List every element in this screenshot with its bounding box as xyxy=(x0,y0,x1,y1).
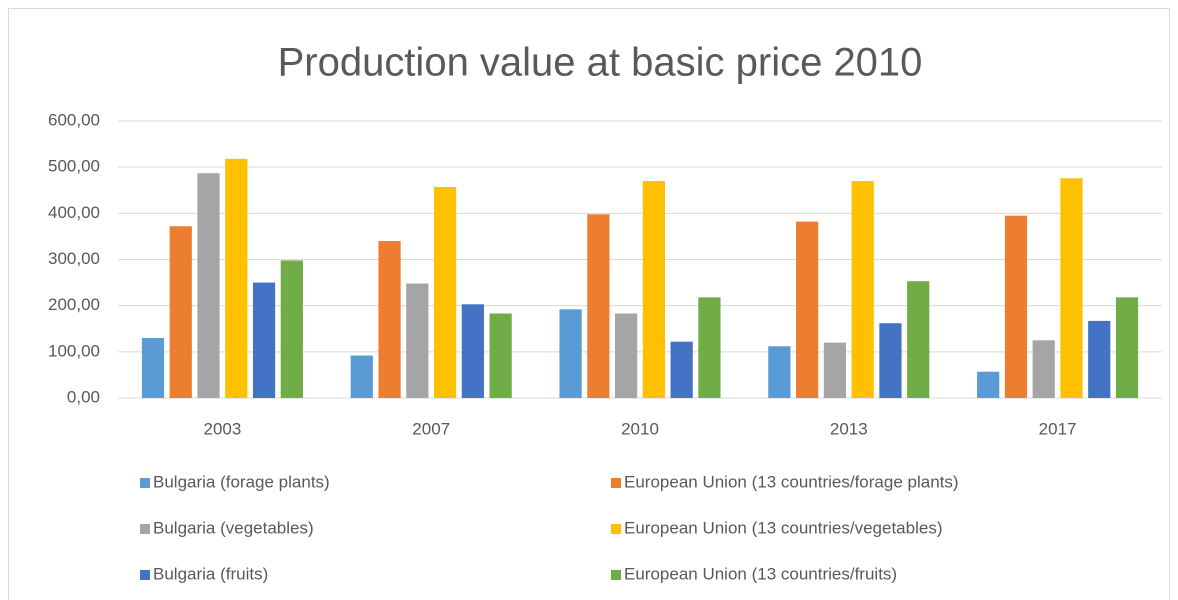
y-tick-label: 500,00 xyxy=(48,157,100,176)
bar xyxy=(796,221,819,398)
legend-swatch xyxy=(140,524,150,534)
bar xyxy=(461,304,484,398)
legend-label: European Union (13 countries/forage plan… xyxy=(624,472,959,491)
y-tick-label: 0,00 xyxy=(67,387,100,406)
x-tick-label: 2017 xyxy=(1039,419,1077,438)
y-tick-label: 200,00 xyxy=(48,295,100,314)
x-tick-label: 2003 xyxy=(203,419,241,438)
bar xyxy=(977,371,1000,398)
y-tick-label: 300,00 xyxy=(48,249,100,268)
y-tick-label: 400,00 xyxy=(48,203,100,222)
x-tick-label: 2013 xyxy=(830,419,868,438)
legend-swatch xyxy=(140,478,150,488)
legend-label: Bulgaria (forage plants) xyxy=(153,472,330,491)
bar xyxy=(587,214,610,398)
bar xyxy=(1060,178,1083,398)
legend-label: Bulgaria (vegetables) xyxy=(153,518,314,537)
bar xyxy=(559,309,582,398)
x-tick-label: 2010 xyxy=(621,419,659,438)
legend-swatch xyxy=(611,524,621,534)
bar xyxy=(252,282,276,398)
bar xyxy=(907,281,930,398)
bar xyxy=(879,323,902,398)
x-tick-label: 2007 xyxy=(412,419,450,438)
legend-swatch xyxy=(611,478,621,488)
bar xyxy=(489,313,512,398)
bar xyxy=(406,283,429,398)
bar xyxy=(1088,320,1111,398)
chart-title: Production value at basic price 2010 xyxy=(278,41,923,85)
legend-label: European Union (13 countries/vegetables) xyxy=(624,518,942,537)
legend-label: European Union (13 countries/fruits) xyxy=(624,564,897,583)
bar xyxy=(615,313,638,398)
legend-swatch xyxy=(611,570,621,580)
bar xyxy=(378,241,401,398)
bar xyxy=(433,187,457,398)
bar xyxy=(1032,340,1055,398)
bar xyxy=(1115,297,1139,398)
bar xyxy=(698,297,721,398)
bar xyxy=(823,342,847,398)
bar xyxy=(670,341,693,398)
bar xyxy=(141,337,165,398)
bar xyxy=(1004,215,1028,398)
bar xyxy=(851,181,874,398)
bar xyxy=(768,346,791,398)
legend-swatch xyxy=(140,570,150,580)
y-tick-label: 100,00 xyxy=(48,341,100,360)
y-tick-label: 600,00 xyxy=(48,110,100,129)
bar xyxy=(350,355,373,398)
bar xyxy=(280,260,303,398)
bar xyxy=(197,173,220,398)
bar xyxy=(169,226,192,398)
bar xyxy=(225,158,248,398)
bar xyxy=(642,181,665,398)
legend-label: Bulgaria (fruits) xyxy=(153,564,268,583)
